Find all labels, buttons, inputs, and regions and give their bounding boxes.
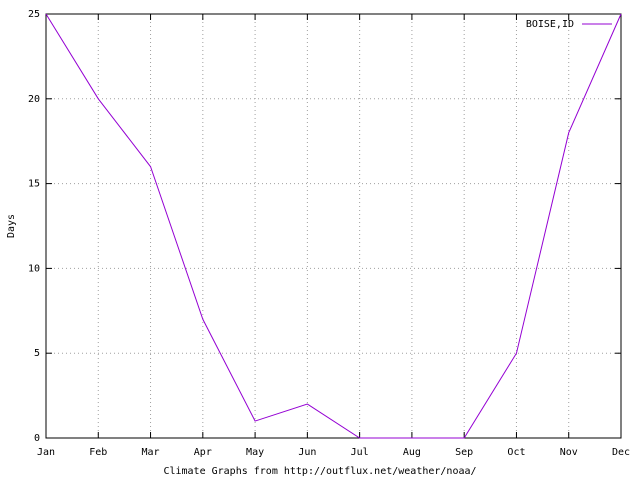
x-tick-label: Sep bbox=[455, 447, 473, 458]
data-line bbox=[45, 13, 622, 439]
y-tick-label: 15 bbox=[28, 179, 40, 190]
plot-frame bbox=[45, 13, 622, 439]
x-axis-label: Climate Graphs from http://outflux.net/w… bbox=[163, 466, 476, 477]
x-tick-label: Jul bbox=[351, 447, 369, 458]
x-tick-label: Apr bbox=[194, 447, 212, 458]
x-tick-label: Dec bbox=[612, 447, 630, 458]
x-tick-label: Oct bbox=[507, 447, 525, 458]
legend-label: BOISE,ID bbox=[526, 19, 574, 30]
y-tick-label: 0 bbox=[34, 433, 40, 444]
x-tick-label: Nov bbox=[560, 447, 578, 458]
y-tick-label: 20 bbox=[28, 94, 40, 105]
y-tick-label: 10 bbox=[28, 263, 40, 274]
x-tick-label: Jan bbox=[37, 447, 55, 458]
x-tick-label: Jun bbox=[298, 447, 316, 458]
x-tick-label: Mar bbox=[142, 447, 160, 458]
y-tick-label: 5 bbox=[34, 348, 40, 359]
y-tick-label: 25 bbox=[28, 9, 40, 20]
y-axis-label: Days bbox=[6, 214, 17, 238]
x-tick-label: Aug bbox=[403, 447, 421, 458]
x-tick-label: May bbox=[246, 447, 264, 458]
x-tick-label: Feb bbox=[89, 447, 107, 458]
